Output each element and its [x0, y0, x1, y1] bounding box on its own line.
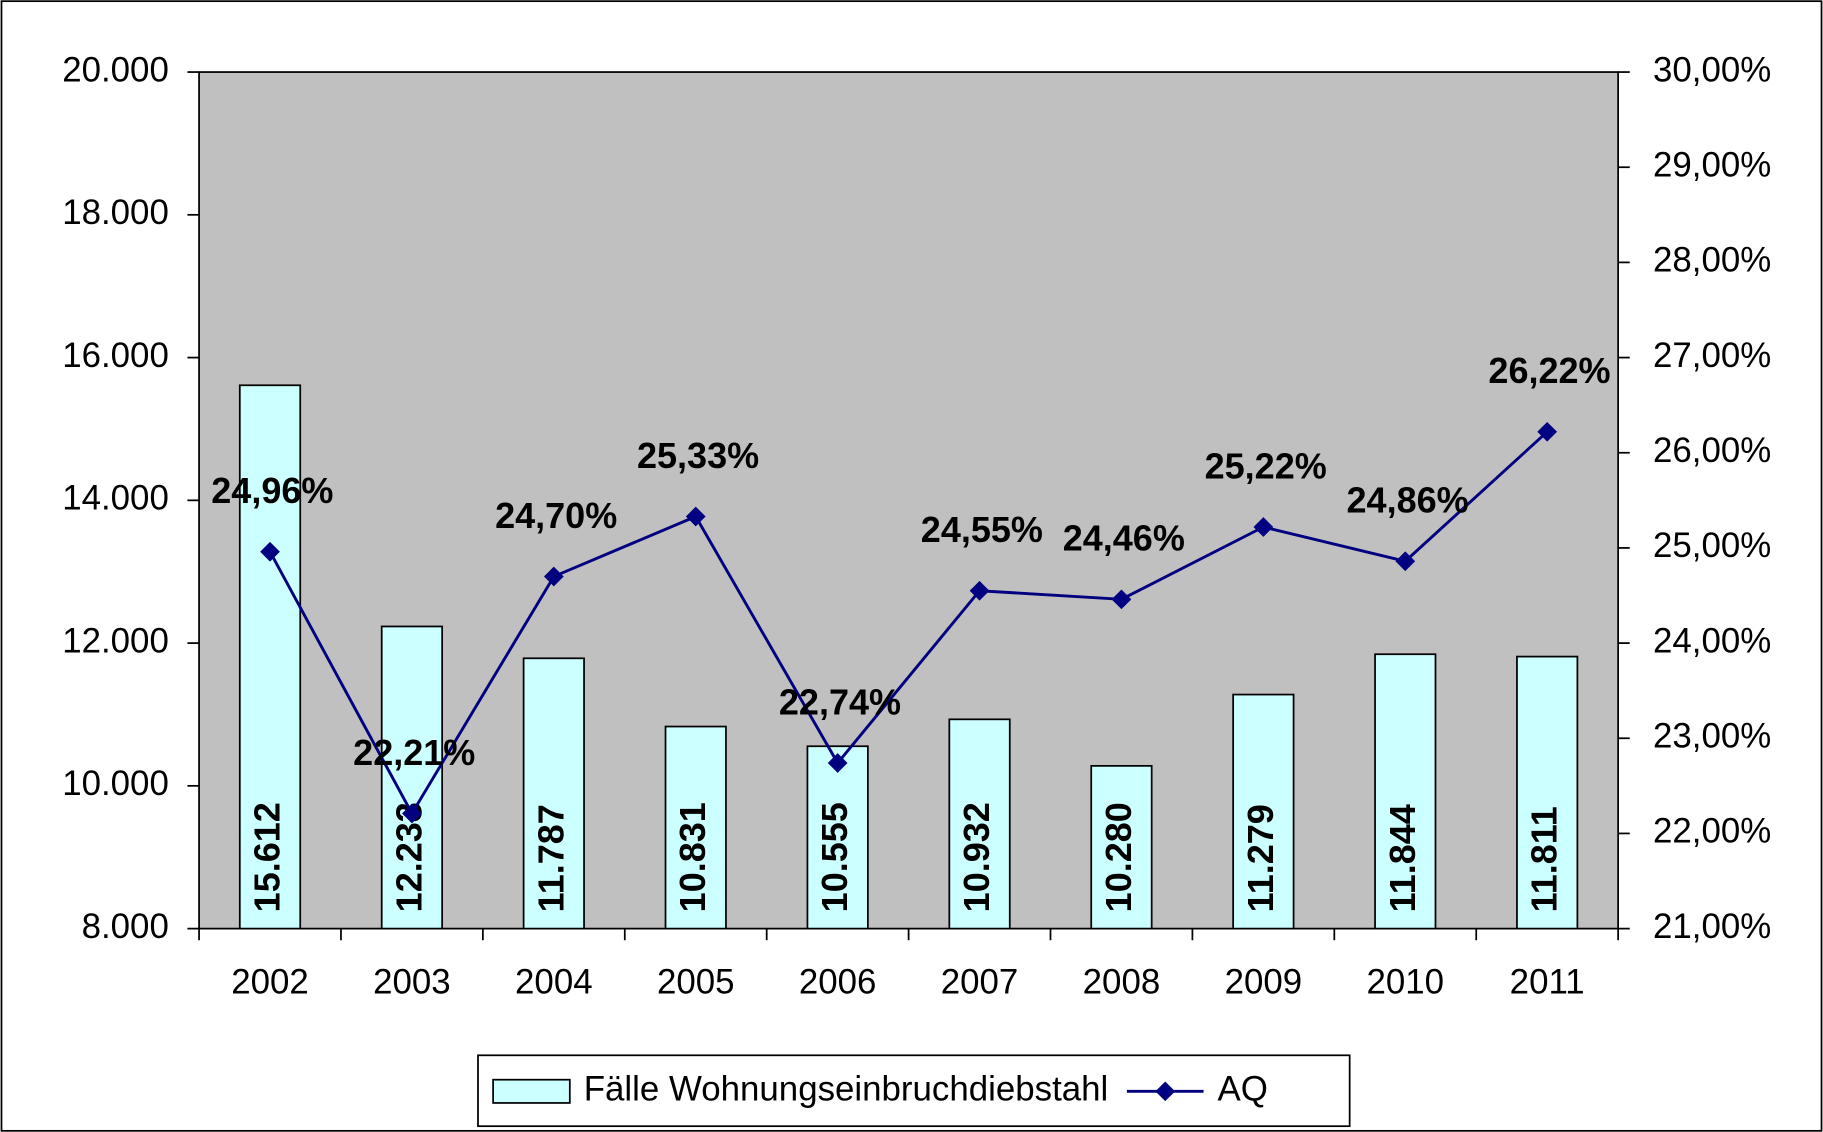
x-tick-label: 2009 [1225, 963, 1303, 1002]
point-label: 22,21% [353, 732, 475, 773]
bar [806, 745, 869, 930]
bar [948, 718, 1011, 930]
y2-tick-label: 24,00% [1653, 621, 1771, 660]
y2-tick-label: 26,00% [1653, 431, 1771, 470]
bar [522, 657, 585, 930]
bar-label: 11.279 [1240, 804, 1281, 912]
marker [827, 753, 848, 773]
bar-label: 11.844 [1382, 804, 1423, 912]
bar-label: 10.831 [672, 802, 713, 912]
y2-tick-label: 29,00% [1653, 145, 1771, 184]
bar-label: 10.280 [1098, 802, 1139, 912]
y-tick-label: 16.000 [62, 336, 169, 375]
point-label: 25,22% [1205, 445, 1327, 486]
point-label: 25,33% [637, 435, 759, 476]
point-label: 24,70% [495, 495, 617, 536]
line [268, 430, 1549, 817]
y2-tick-label: 22,00% [1653, 812, 1771, 851]
x-tick-label: 2004 [515, 963, 593, 1002]
bar [1232, 693, 1295, 930]
x-tick-label: 2011 [1510, 963, 1585, 1002]
bar [1516, 655, 1579, 930]
marker [1111, 589, 1132, 610]
y2-tick-label: 23,00% [1653, 716, 1771, 755]
bar-label: 12.233 [388, 802, 429, 912]
legend-label: AQ [1218, 1070, 1268, 1109]
x-tick-label: 2003 [373, 963, 451, 1002]
x-tick-label: 2010 [1366, 963, 1444, 1002]
bar [238, 384, 302, 930]
y2-tick-label: 28,00% [1653, 241, 1771, 280]
y2-tick-label: 27,00% [1653, 336, 1771, 375]
y2-tick-label: 30,00% [1653, 50, 1771, 89]
bar-label: 10.932 [956, 802, 997, 912]
y2-tick-label: 25,00% [1653, 526, 1771, 565]
x-tick-label: 2005 [657, 963, 735, 1002]
bar [1090, 764, 1153, 930]
point-label: 22,74% [779, 681, 901, 722]
y-tick-label: 18.000 [62, 193, 169, 232]
bar-label: 11.787 [530, 804, 571, 912]
point-label: 24,46% [1063, 518, 1185, 559]
point-label: 24,55% [921, 509, 1043, 550]
point-label: 24,86% [1347, 480, 1469, 521]
legend-label: Fälle Wohnungseinbruchdiebstahl [584, 1070, 1109, 1109]
y-tick-label: 20.000 [62, 50, 169, 89]
x-tick-label: 2008 [1083, 963, 1161, 1002]
legend [477, 1054, 1351, 1128]
x-tick-label: 2006 [799, 963, 877, 1002]
point-label: 26,22% [1488, 350, 1610, 391]
y-tick-label: 8.000 [82, 907, 169, 946]
legend-swatch [492, 1078, 571, 1104]
bar-label: 11.811 [1524, 806, 1565, 912]
marker [543, 566, 564, 587]
x-tick-label: 2007 [941, 963, 1019, 1002]
y-tick-label: 14.000 [62, 479, 169, 518]
bar [664, 725, 727, 930]
x-tick-label: 2002 [231, 963, 309, 1002]
point-label: 24,96% [211, 470, 333, 511]
bar-label: 10.555 [814, 802, 855, 912]
y2-tick-label: 21,00% [1653, 907, 1771, 946]
y-tick-label: 12.000 [62, 621, 169, 660]
bar [1374, 653, 1437, 930]
bar-label: 15.612 [247, 802, 288, 912]
y-tick-label: 10.000 [62, 764, 169, 803]
marker [260, 541, 280, 562]
